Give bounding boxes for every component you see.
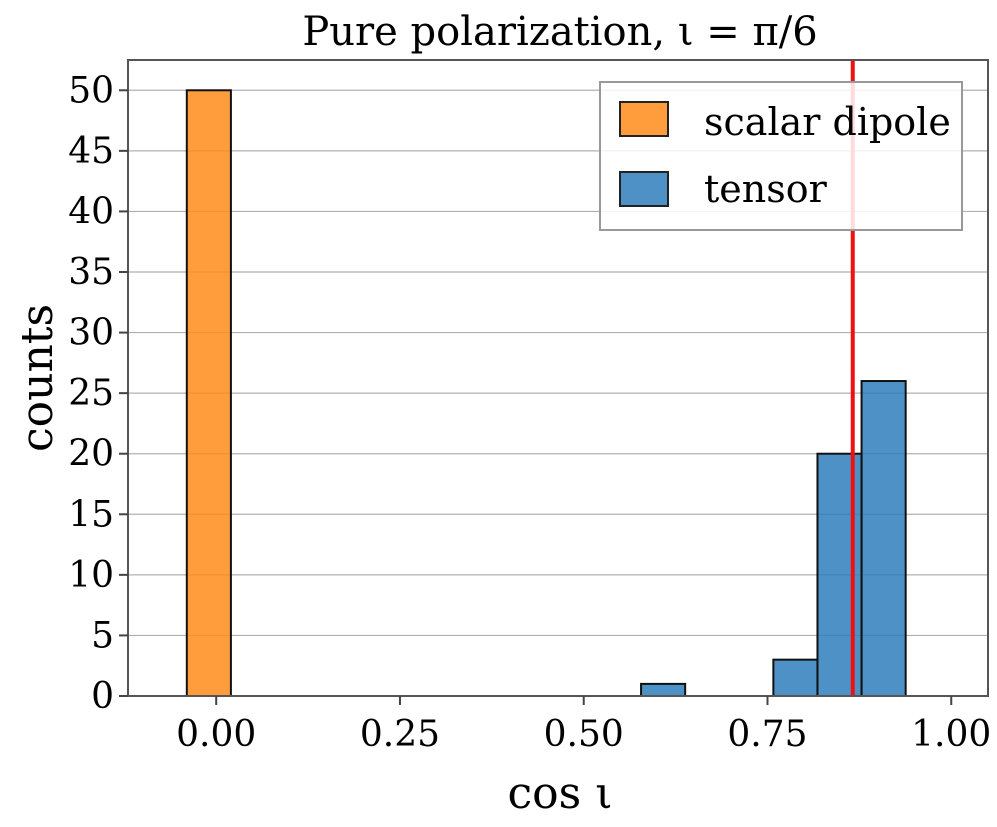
- y-tick-label: 20: [68, 434, 114, 475]
- bars: [142, 89, 952, 698]
- legend-swatch-tensor: [619, 171, 669, 207]
- y-tick-label: 0: [91, 676, 114, 717]
- y-tick-label: 15: [68, 494, 114, 535]
- legend-swatch-scalar-dipole: [619, 101, 669, 137]
- x-tick-label: 0.50: [544, 714, 624, 755]
- legend-label-tensor: tensor: [704, 167, 828, 211]
- bar-tensor: [772, 658, 819, 698]
- y-tick-label: 50: [68, 70, 114, 111]
- y-tick-label: 40: [68, 191, 114, 232]
- legend: scalar dipole tensor: [599, 81, 963, 231]
- bar-tensor: [860, 380, 907, 697]
- y-tick-label: 25: [68, 373, 114, 414]
- plot-frame: [127, 59, 989, 697]
- bar-tensor: [816, 452, 863, 698]
- bar-tensor: [640, 682, 687, 698]
- y-tick-label: 5: [91, 615, 114, 656]
- chart-title: Pure polarization, ι = π/6: [302, 9, 817, 55]
- x-axis-label: cos ι: [508, 768, 613, 819]
- ticks: 0 5 10 15 20 25 30 35 40 45 50 0.00 0.25 0.50 0.75 1.00: [68, 70, 991, 755]
- y-tick-label: 35: [68, 252, 114, 293]
- y-tick-label: 30: [68, 313, 114, 354]
- y-tick-label: 45: [68, 131, 114, 172]
- x-tick-label: 1.00: [911, 714, 991, 755]
- y-axis-label: counts: [12, 304, 63, 452]
- axes: [127, 59, 989, 697]
- legend-label-scalar-dipole: scalar dipole: [704, 100, 951, 144]
- x-tick-label: 0.25: [360, 714, 440, 755]
- y-tick-label: 10: [68, 555, 114, 596]
- bar-scalar-dipole: [185, 89, 232, 698]
- x-tick-label: 0.00: [176, 714, 256, 755]
- x-tick-label: 0.75: [727, 714, 807, 755]
